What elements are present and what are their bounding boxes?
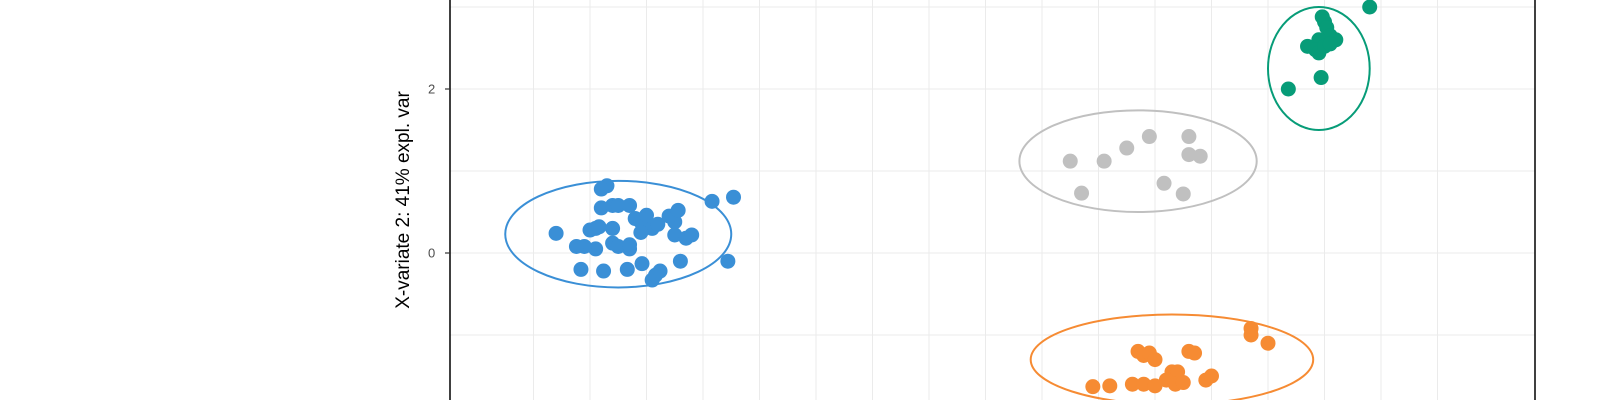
ellipse-2 — [1267, 6, 1371, 131]
point — [622, 237, 638, 253]
point — [1362, 0, 1378, 15]
point — [650, 216, 666, 232]
point — [652, 263, 668, 279]
point — [573, 261, 589, 277]
point — [1175, 375, 1191, 391]
point — [1181, 147, 1197, 163]
point — [1181, 129, 1197, 145]
point — [1280, 81, 1296, 97]
point — [1147, 352, 1163, 368]
point — [672, 253, 688, 269]
point — [610, 197, 626, 213]
point — [1141, 129, 1157, 145]
y-tick-label: 2 — [428, 81, 436, 97]
point — [591, 219, 607, 235]
point — [1322, 36, 1338, 52]
point — [684, 227, 700, 243]
point — [1062, 153, 1078, 169]
point — [568, 238, 584, 254]
ellipse-3 — [1029, 313, 1315, 400]
point — [619, 261, 635, 277]
point — [1136, 376, 1152, 392]
point — [1313, 70, 1329, 86]
point — [1260, 335, 1276, 351]
point — [1187, 345, 1203, 361]
point — [720, 253, 736, 269]
point — [588, 241, 604, 257]
point — [1102, 378, 1118, 394]
point — [634, 256, 650, 272]
point — [1124, 376, 1140, 392]
point — [610, 238, 626, 254]
point — [1175, 186, 1191, 202]
ellipse-1 — [1018, 109, 1258, 214]
point — [593, 200, 609, 216]
point — [670, 202, 686, 218]
point — [593, 181, 609, 197]
point — [596, 263, 612, 279]
point — [639, 207, 654, 223]
point — [633, 225, 649, 240]
point — [1074, 185, 1090, 201]
point — [1085, 379, 1101, 395]
confidence-ellipses — [504, 6, 1371, 400]
panel-border — [449, 0, 1536, 400]
point — [704, 193, 720, 209]
point — [1192, 148, 1208, 164]
ellipse-0 — [504, 179, 733, 289]
y-axis-label: X-variate 2: 41% expl. var — [393, 91, 414, 309]
point — [622, 197, 638, 213]
point — [1119, 140, 1135, 156]
point — [1147, 378, 1163, 394]
point — [1156, 175, 1172, 191]
y-tick-label: 0 — [428, 245, 436, 261]
point — [548, 225, 564, 241]
point — [1204, 368, 1219, 384]
point — [726, 189, 742, 205]
data-points — [548, 0, 1378, 395]
point — [605, 220, 621, 236]
axes — [445, 0, 1536, 400]
point — [667, 227, 683, 243]
point — [1243, 327, 1259, 343]
point — [1096, 153, 1112, 169]
